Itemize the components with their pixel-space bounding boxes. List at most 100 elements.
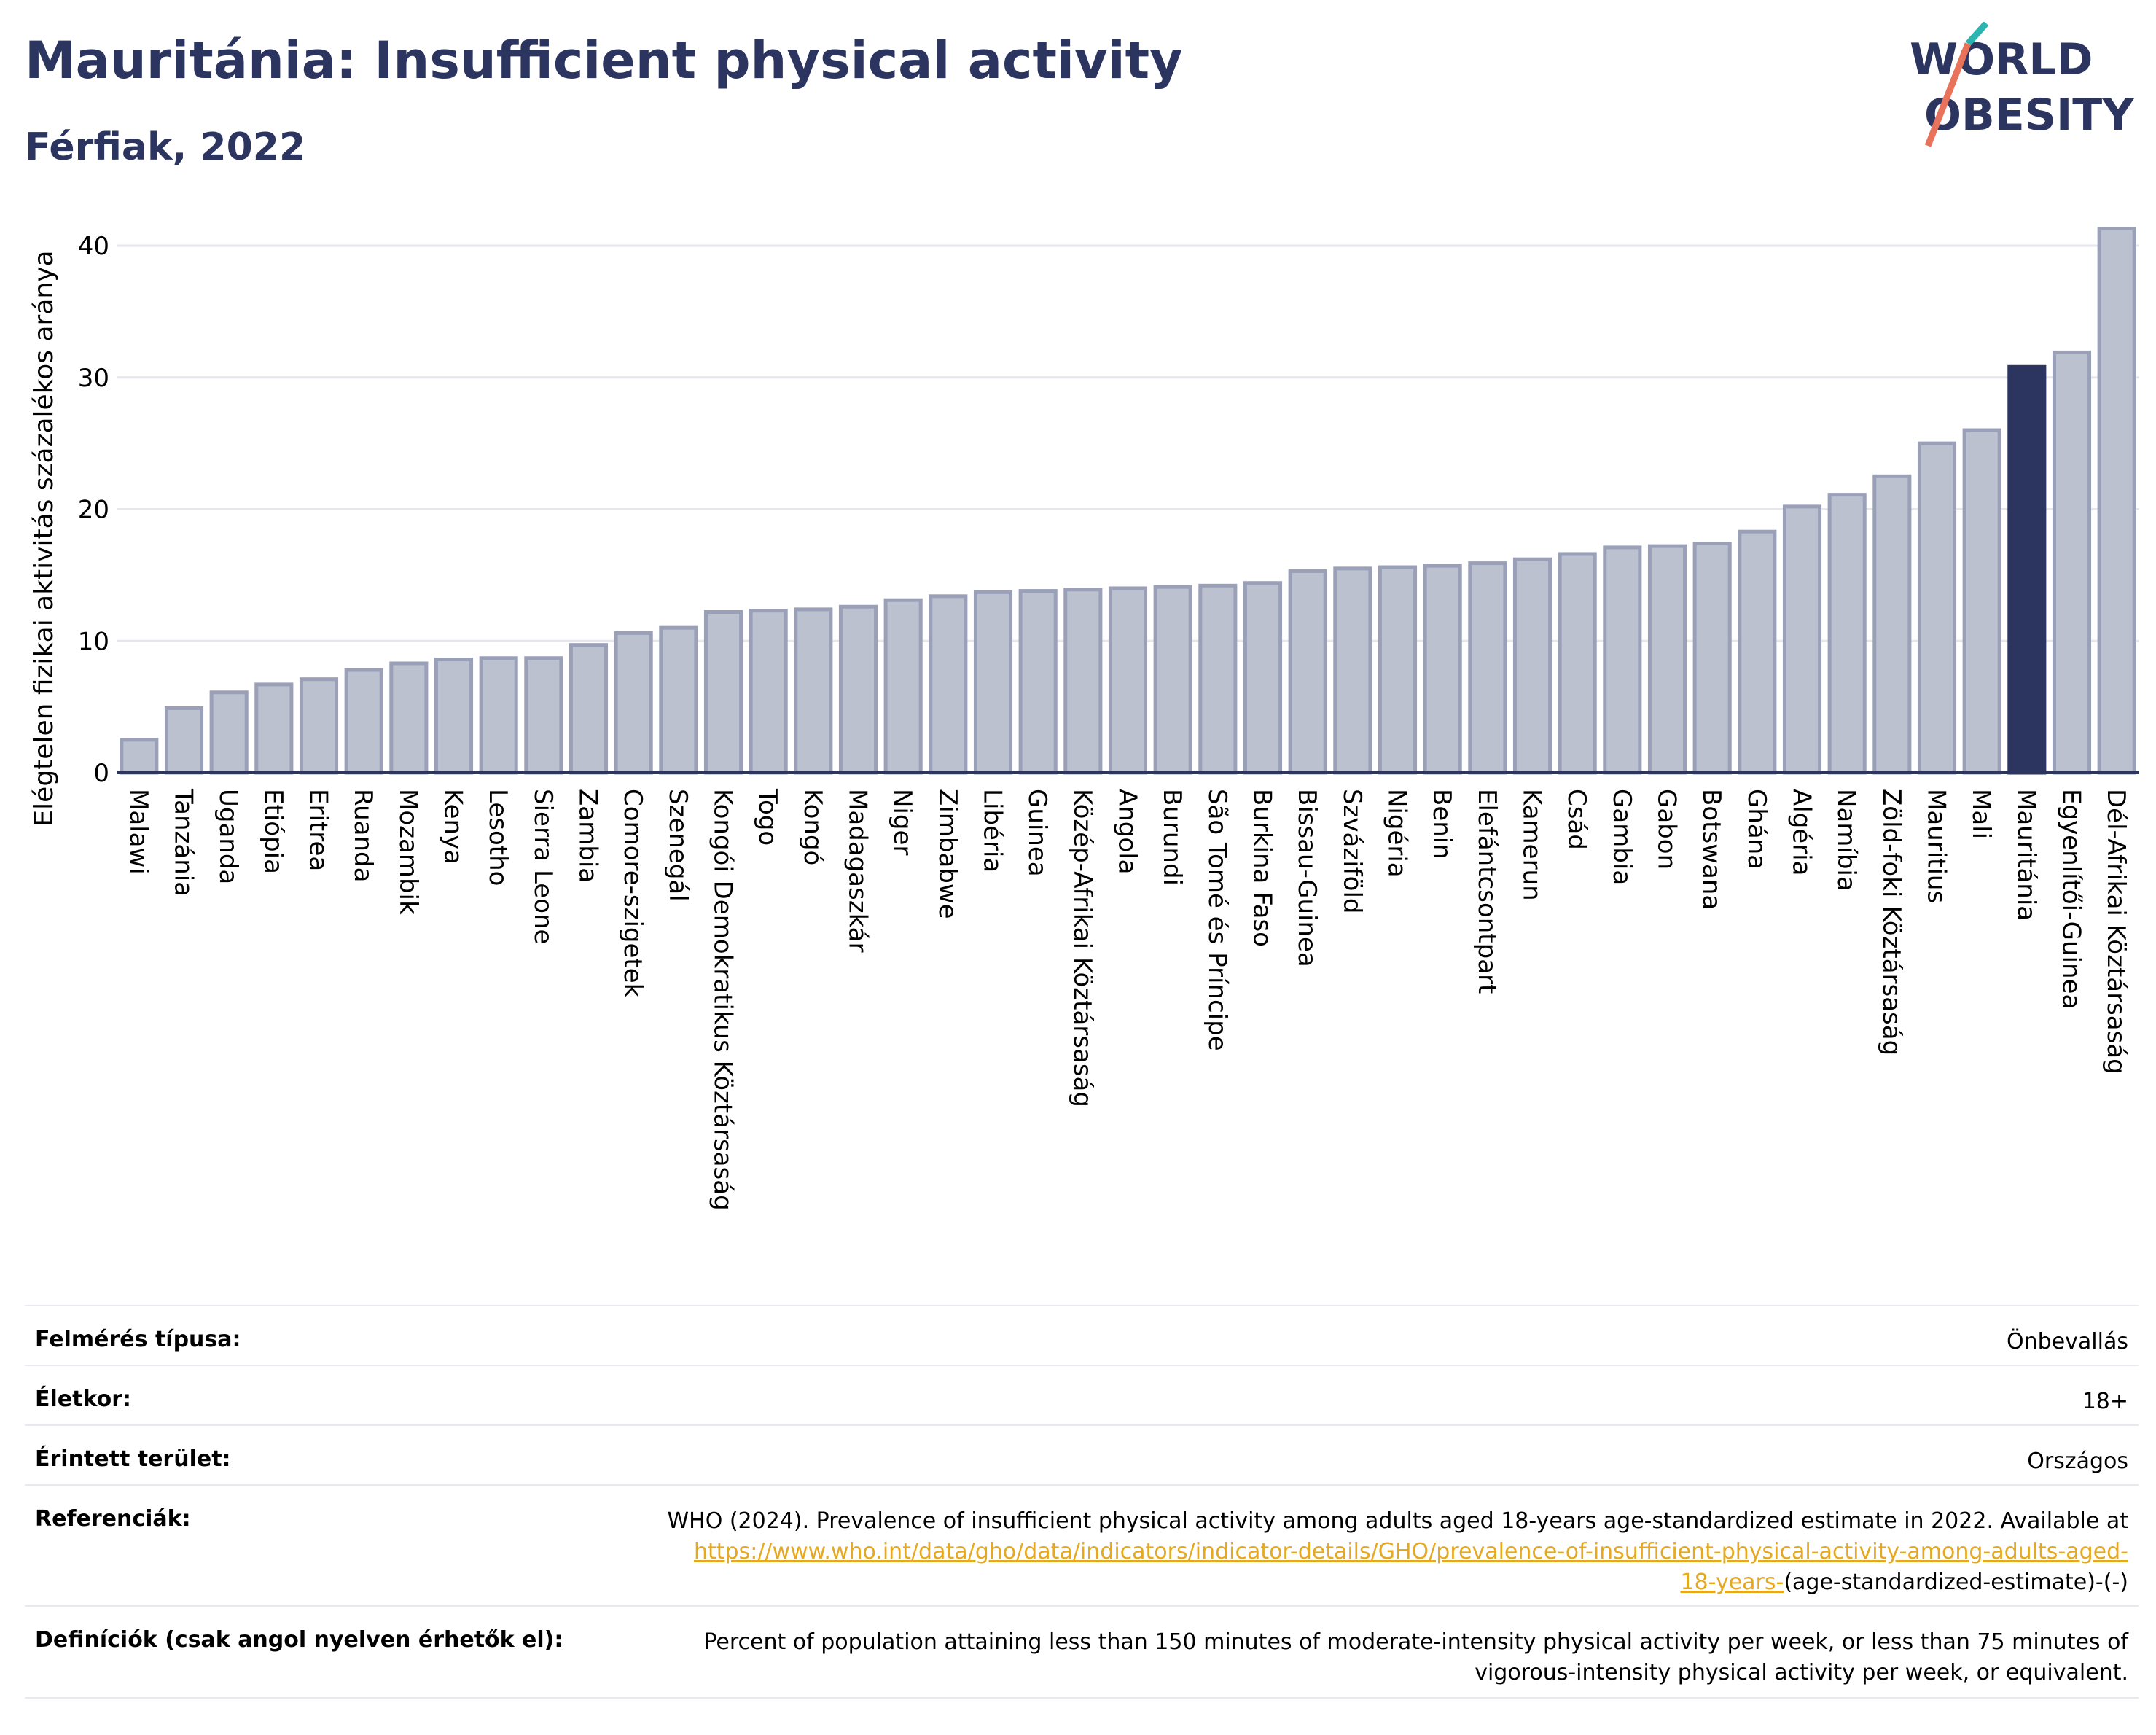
bar xyxy=(614,631,653,775)
x-tick-label: Kenya xyxy=(439,789,468,865)
bar xyxy=(973,590,1013,775)
info-row-area: Érintett terület: Országos xyxy=(25,1424,2139,1486)
y-tick-label: 0 xyxy=(93,759,109,788)
x-tick-label: Mauritius xyxy=(1922,789,1951,903)
x-tick-label: Angola xyxy=(1113,789,1142,874)
bar xyxy=(1243,581,1283,775)
survey-value: Önbevallás xyxy=(579,1305,2139,1366)
x-tick-label: Kamerun xyxy=(1518,789,1547,901)
x-tick-label: Ghána xyxy=(1742,789,1771,870)
x-tick-label: Eritrea xyxy=(304,789,333,871)
bar xyxy=(479,656,518,775)
bar xyxy=(1468,561,1507,775)
bar xyxy=(659,625,698,775)
x-tick-label: Egyenlítői-Guinea xyxy=(2057,789,2086,1009)
x-tick-label: Comore-szigetek xyxy=(618,789,647,998)
bar xyxy=(299,677,339,775)
bar xyxy=(120,738,159,775)
x-tick-label: Ruanda xyxy=(348,789,378,882)
bar xyxy=(703,609,743,775)
definitions-value: Percent of population attaining less tha… xyxy=(579,1605,2139,1699)
x-tick-label: São Tomé és Príncipe xyxy=(1203,789,1232,1051)
survey-label: Felmérés típusa: xyxy=(25,1305,579,1366)
bar xyxy=(1108,586,1148,775)
x-tick-label: Zöld-foki Köztársaság xyxy=(1877,789,1906,1056)
bar xyxy=(794,607,833,775)
bar xyxy=(434,658,474,775)
bar xyxy=(1198,583,1238,775)
references-link[interactable]: https://www.who.int/data/gho/data/indica… xyxy=(694,1539,2128,1595)
x-tick-label: Uganda xyxy=(214,789,243,884)
bar xyxy=(254,682,294,775)
bar xyxy=(883,598,923,775)
definitions-label: Definíciók (csak angol nyelven érhetők e… xyxy=(25,1605,579,1699)
bar xyxy=(1512,557,1552,775)
bar xyxy=(749,609,788,775)
info-row-age: Életkor: 18+ xyxy=(25,1365,2139,1426)
x-tick-label: Mali xyxy=(1966,789,1996,839)
bar xyxy=(569,643,609,775)
x-tick-label: Niger xyxy=(888,789,917,855)
x-tick-label: Nigéria xyxy=(1383,789,1412,878)
bar xyxy=(1782,504,1822,775)
world-obesity-logo: WORLD OBESITY xyxy=(1910,22,2135,147)
x-tick-label: Namíbia xyxy=(1832,789,1861,892)
x-tick-label: Burkina Faso xyxy=(1248,789,1277,947)
x-tick-label: Szváziföld xyxy=(1337,789,1367,913)
bar xyxy=(2052,350,2092,775)
x-tick-label: Libéria xyxy=(978,789,1007,873)
x-tick-label: Csád xyxy=(1562,789,1591,850)
bar xyxy=(1917,441,1957,775)
bar xyxy=(1153,585,1192,775)
x-tick-label: Madagaszkár xyxy=(843,789,872,952)
x-tick-label: Gabon xyxy=(1652,789,1682,870)
logo-line-2: OBESITY xyxy=(1924,90,2135,141)
x-tick-label: Dél-Afrikai Köztársaság xyxy=(2101,789,2130,1075)
bar xyxy=(929,594,968,775)
x-tick-label: Guinea xyxy=(1023,789,1052,877)
x-tick-label: Gambia xyxy=(1607,789,1636,885)
bar xyxy=(1872,474,1912,775)
x-tick-label: Mauritánia xyxy=(2012,789,2041,921)
bar xyxy=(524,656,563,775)
area-value: Országos xyxy=(579,1424,2139,1486)
logo-slash-teal xyxy=(1965,22,1989,46)
bar xyxy=(209,690,249,775)
bar xyxy=(164,706,204,775)
bar xyxy=(1962,428,2001,775)
info-row-survey: Felmérés típusa: Önbevallás xyxy=(25,1305,2139,1366)
x-tick-label: Etiópia xyxy=(259,789,288,874)
info-table: Felmérés típusa: Önbevallás Életkor: 18+… xyxy=(25,1305,2139,1699)
bar xyxy=(1423,564,1462,775)
x-tick-label: Algéria xyxy=(1787,789,1816,876)
bar xyxy=(1692,541,1732,775)
bar xyxy=(1063,588,1103,775)
bar xyxy=(1018,589,1058,775)
bar xyxy=(1378,565,1418,775)
x-tick-label: Kongó xyxy=(798,789,827,865)
x-tick-label: Közép-Afrikai Köztársaság xyxy=(1068,789,1097,1107)
bar xyxy=(1288,569,1327,775)
page-subtitle: Férfiak, 2022 xyxy=(25,125,306,169)
x-tick-label: Zambia xyxy=(574,789,603,883)
y-tick-label: 20 xyxy=(78,496,109,525)
age-value: 18+ xyxy=(579,1365,2139,1426)
references-text: WHO (2024). Prevalence of insufficient p… xyxy=(667,1508,2128,1534)
bar xyxy=(1647,544,1687,775)
x-tick-label: Malawi xyxy=(124,789,153,875)
bar xyxy=(1558,552,1597,775)
bar xyxy=(838,604,878,775)
info-row-references: Referenciák: WHO (2024). Prevalence of i… xyxy=(25,1484,2139,1607)
bar xyxy=(1333,566,1372,775)
bar xyxy=(2007,364,2047,775)
x-tick-label: Bissau-Guinea xyxy=(1292,789,1321,967)
references-value: WHO (2024). Prevalence of insufficient p… xyxy=(579,1484,2139,1607)
x-tick-label: Elefántcsontpart xyxy=(1472,789,1501,994)
x-tick-label: Kongói Demokratikus Köztársaság xyxy=(708,789,738,1211)
x-tick-label: Lesotho xyxy=(483,789,512,886)
bar-chart: 0 10 20 30 40 Elégtelen fizikai aktivitás szá… xyxy=(29,227,2139,1211)
bar xyxy=(2097,227,2136,775)
info-row-definitions: Definíciók (csak angol nyelven érhetők e… xyxy=(25,1605,2139,1699)
bar xyxy=(1738,529,1777,775)
y-tick-label: 10 xyxy=(78,627,109,656)
